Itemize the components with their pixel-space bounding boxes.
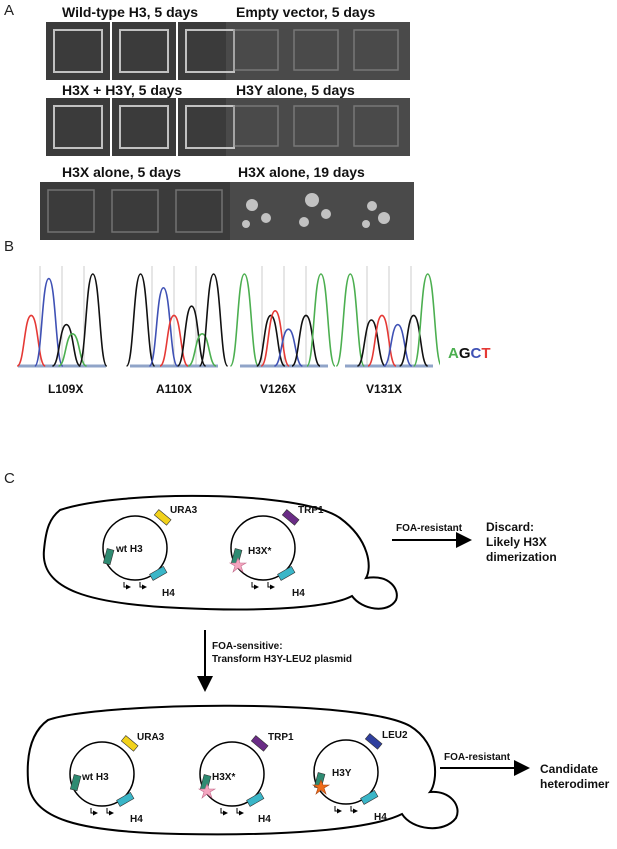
plate-image (46, 98, 110, 156)
trace-peak (125, 273, 156, 367)
base-legend: AGCT (448, 345, 491, 362)
h4-label: H4 (374, 812, 387, 823)
trace-peak (198, 273, 229, 367)
plasmid-h3x (228, 509, 300, 590)
plasmid-h3y (311, 733, 383, 814)
plate-streaks (47, 29, 399, 233)
chromatogram-traces (16, 266, 440, 368)
insert-label-wt-h3: wt H3 (82, 772, 109, 783)
outcome-line: Likely H3X (486, 535, 547, 549)
plasmid-h3x-2 (197, 735, 269, 816)
row2-right-title: H3Y alone, 5 days (236, 82, 355, 98)
plasmid-wt-h3 (102, 509, 172, 590)
trace-peak (383, 323, 413, 367)
trace-peak (398, 314, 429, 367)
outcome-line: Candidate (540, 762, 599, 776)
outcome-line: dimerization (486, 550, 557, 564)
row1-left-title: Wild-type H3, 5 days (62, 4, 199, 20)
trace-peak (187, 332, 217, 367)
trace-peak (412, 273, 440, 367)
plate-image (112, 98, 176, 156)
trace-peak (356, 319, 387, 367)
row2-left-title: H3X + H3Y, 5 days (62, 82, 183, 98)
chromatogram-label: V126X (260, 382, 297, 396)
row1-right-title: Empty vector, 5 days (236, 4, 376, 20)
trace-peak (291, 314, 321, 367)
marker-label-trp1: TRP1 (298, 505, 324, 516)
transform-line: Transform H3Y-LEU2 plasmid (212, 654, 353, 665)
star-icon (197, 783, 217, 799)
plate-image (350, 182, 414, 240)
yeast-cell-1 (42, 494, 398, 611)
chromatogram-label: L109X (48, 382, 84, 396)
plate-image (46, 22, 110, 80)
chromatogram-4 (335, 266, 440, 368)
plate-image (230, 182, 294, 240)
trace-peak (367, 314, 397, 367)
insert-label-h3y: H3Y (332, 768, 352, 779)
row3-left-title: H3X alone, 5 days (62, 164, 182, 180)
foa-sensitive-label: FOA-sensitive: Transform H3Y-LEU2 plasmi… (212, 640, 352, 666)
h4-label: H4 (292, 588, 305, 599)
marker-label-ura3: URA3 (170, 505, 198, 516)
legend-c: C (470, 345, 482, 362)
plate-image (112, 22, 176, 80)
legend-g: G (458, 345, 471, 362)
chromatogram-label: V131X (366, 382, 403, 396)
trace-peak (306, 273, 336, 367)
trace-peak (176, 305, 207, 367)
trace-peak (159, 314, 189, 367)
yeast-cell-2 (26, 704, 459, 836)
outcome-candidate: Candidate heterodimer (540, 762, 609, 792)
chromatogram-3 (229, 266, 336, 368)
foa-sensitive-line: FOA-sensitive: (212, 641, 283, 652)
panel-letter-c: C (4, 470, 15, 487)
legend-a: A (448, 345, 459, 362)
trace-peak (260, 309, 290, 367)
trace-peak (51, 323, 82, 367)
trace-peak (229, 273, 260, 367)
trace-peak (16, 314, 46, 367)
star-icon (228, 557, 248, 573)
star-icon (311, 779, 331, 795)
panel-letter-a: A (4, 2, 15, 19)
insert-label-h3x: H3X* (212, 772, 236, 783)
row3-right-title: H3X alone, 19 days (238, 164, 365, 180)
chromatogram-2 (125, 266, 229, 368)
chromatogram-label: A110X (156, 382, 193, 396)
marker-label-trp1: TRP1 (268, 732, 294, 743)
insert-label-h3x: H3X* (248, 546, 272, 557)
chromatogram-1 (16, 266, 108, 368)
plasmid-wt-h3-2 (69, 735, 139, 816)
trace-peak (335, 273, 366, 367)
marker-label-ura3: URA3 (137, 732, 165, 743)
outcome-line: heterodimer (540, 777, 610, 791)
trace-peak (148, 286, 179, 367)
foa-resistant-label-2: FOA-resistant (444, 752, 511, 763)
legend-t: T (481, 345, 491, 362)
outcome-line: Discard: (486, 520, 535, 534)
outcome-discard: Discard: Likely H3X dimerization (486, 520, 557, 565)
insert-label-wt-h3: wt H3 (116, 544, 143, 555)
panel-letter-b: B (4, 238, 15, 255)
trace-peak (78, 273, 108, 367)
foa-resistant-label-1: FOA-resistant (396, 523, 463, 534)
h4-label: H4 (130, 814, 143, 825)
trace-peak (273, 328, 303, 367)
h4-label: H4 (258, 814, 271, 825)
genetic-screen-diagram (26, 494, 530, 836)
trace-peak (34, 277, 64, 367)
h4-label: H4 (162, 588, 175, 599)
marker-label-leu2: LEU2 (382, 730, 408, 741)
